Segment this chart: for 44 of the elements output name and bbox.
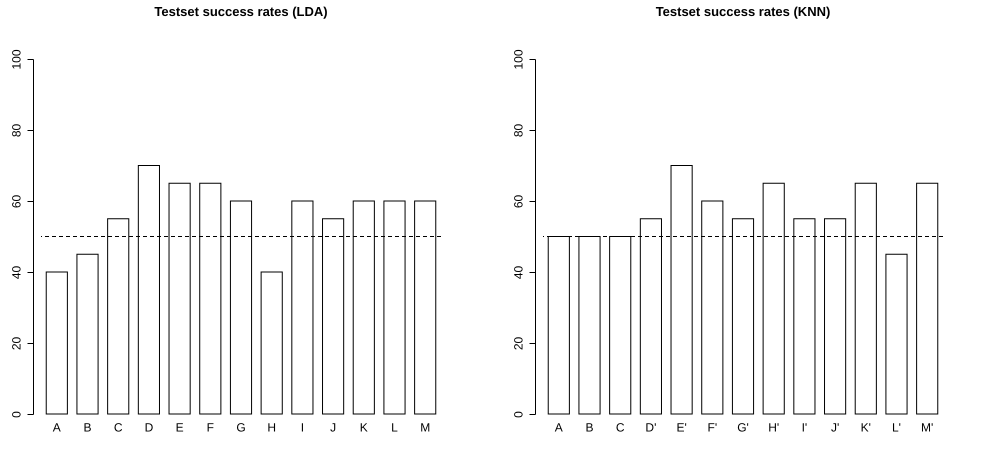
x-tick-label: H': [768, 420, 780, 434]
y-tick-label: 0: [10, 410, 24, 418]
y-tick-label: 40: [512, 266, 526, 280]
y-tick-label: 80: [10, 124, 24, 138]
x-tick-label: A: [554, 420, 563, 434]
x-tick-label: L': [892, 420, 901, 434]
x-tick-label: I: [300, 420, 304, 434]
y-tick-label: 0: [512, 410, 526, 418]
y-tick-label: 100: [10, 49, 24, 70]
y-tick-label: 80: [512, 124, 526, 138]
x-tick-label: F': [707, 420, 718, 434]
x-tick-label: D': [645, 420, 656, 434]
chart-title: Testset success rates (LDA): [154, 4, 328, 19]
x-tick-label: K: [360, 420, 368, 434]
y-tick-label: 20: [512, 336, 526, 350]
chart-title: Testset success rates (KNN): [656, 4, 830, 19]
x-tick-label: B: [84, 420, 92, 434]
x-tick-label: E: [176, 420, 184, 434]
y-tick-label: 60: [512, 194, 526, 208]
bar: [260, 272, 283, 414]
y-tick-label: 60: [10, 194, 24, 208]
x-tick-label: C: [114, 420, 123, 434]
y-tick-label: 40: [10, 266, 24, 280]
x-tick-label: E': [676, 420, 687, 434]
x-tick-label: M': [921, 420, 934, 434]
bar: [46, 272, 68, 414]
x-tick-label: M: [420, 420, 430, 434]
x-tick-label: A: [52, 420, 61, 434]
x-tick-label: K': [860, 420, 871, 434]
x-tick-label: G: [236, 420, 246, 434]
bar: [76, 254, 99, 414]
x-tick-label: J: [330, 420, 336, 434]
x-tick-label: I': [802, 420, 808, 434]
x-tick-label: F: [206, 420, 214, 434]
x-tick-label: L: [391, 420, 398, 434]
x-tick-label: J': [830, 420, 840, 434]
y-tick-label: 20: [10, 336, 24, 350]
x-tick-label: B: [586, 420, 594, 434]
x-tick-label: C: [616, 420, 625, 434]
x-tick-label: H: [267, 420, 276, 434]
bar: [885, 254, 908, 414]
x-tick-label: G': [737, 420, 749, 434]
x-tick-label: D: [144, 420, 154, 434]
y-tick-label: 100: [512, 49, 526, 70]
